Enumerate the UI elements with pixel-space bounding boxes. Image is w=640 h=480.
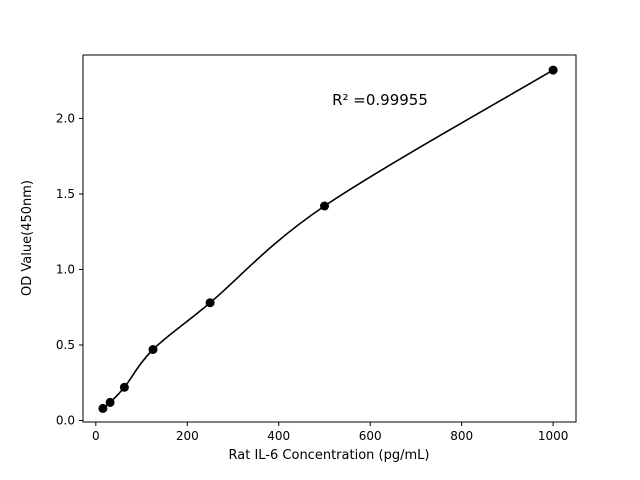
data-point bbox=[320, 201, 329, 211]
x-tick-label: 200 bbox=[176, 429, 199, 443]
y-tick-label: 0.5 bbox=[56, 338, 75, 352]
data-point bbox=[105, 397, 115, 407]
r-squared-annotation: R² =0.99955 bbox=[332, 91, 428, 109]
y-tick-label: 0.0 bbox=[56, 413, 75, 427]
y-tick-label: 1.5 bbox=[56, 187, 75, 201]
data-point bbox=[98, 403, 108, 413]
y-tick-label: 1.0 bbox=[56, 262, 75, 276]
x-tick-label: 1000 bbox=[538, 429, 569, 443]
x-tick-label: 600 bbox=[359, 429, 382, 443]
data-series bbox=[98, 65, 558, 413]
fit-curve bbox=[102, 69, 554, 410]
x-tick-label: 800 bbox=[450, 429, 473, 443]
data-point bbox=[548, 65, 558, 75]
data-point bbox=[119, 382, 129, 392]
x-axis: 0 200 400 600 800 1000 bbox=[92, 422, 568, 443]
x-axis-label: Rat IL-6 Concentration (pg/mL) bbox=[229, 448, 430, 463]
x-tick-label: 400 bbox=[267, 429, 290, 443]
data-point bbox=[205, 298, 215, 308]
y-tick-label: 2.0 bbox=[56, 111, 75, 125]
x-tick-label: 0 bbox=[92, 429, 100, 443]
y-axis-label: OD Value(450nm) bbox=[20, 180, 35, 296]
plot-frame bbox=[82, 54, 577, 423]
data-point bbox=[148, 345, 158, 354]
y-axis: 0.0 0.5 1.0 1.5 2.0 bbox=[56, 111, 83, 427]
